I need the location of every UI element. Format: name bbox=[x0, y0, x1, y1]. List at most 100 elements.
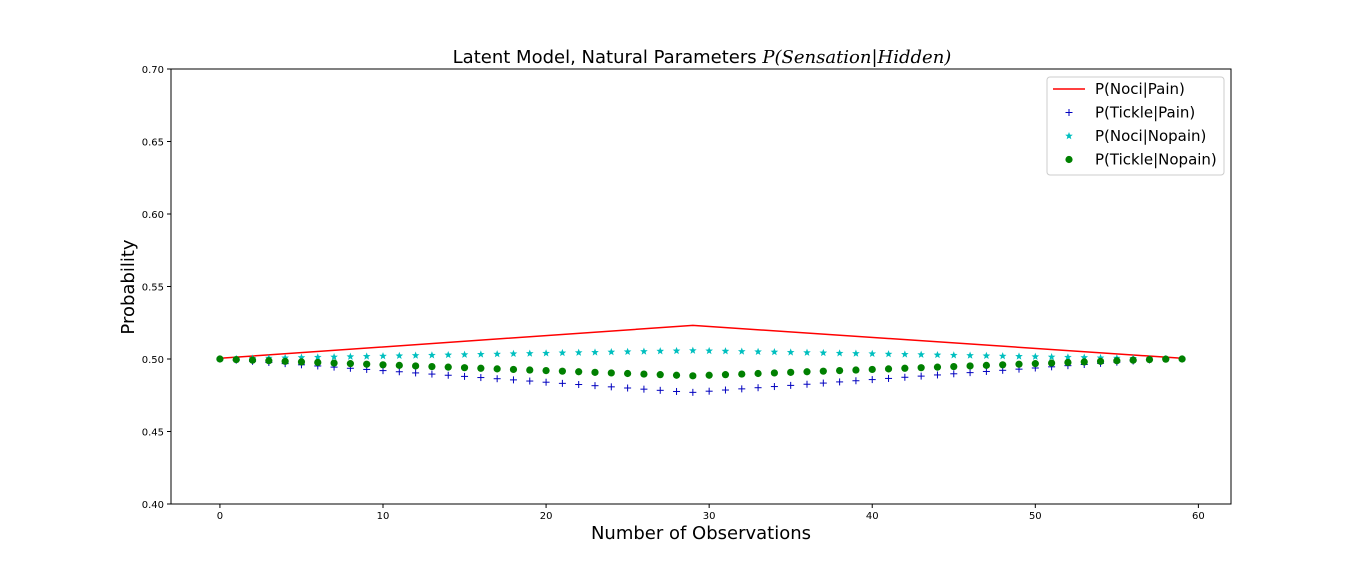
legend-label: P(Noci|Nopain) bbox=[1095, 127, 1206, 145]
data-point bbox=[574, 348, 583, 356]
data-point bbox=[656, 386, 664, 394]
data-point bbox=[575, 368, 583, 376]
data-point bbox=[330, 359, 338, 367]
chart-title: Latent Model, Natural Parameters P(Sensa… bbox=[453, 47, 952, 68]
legend: P(Noci|Pain) P(Tickle|Pain) P(Noci|Nopain)… bbox=[1046, 76, 1225, 176]
data-point bbox=[525, 349, 534, 357]
data-point bbox=[558, 379, 566, 387]
data-point bbox=[819, 379, 827, 387]
data-point bbox=[787, 381, 795, 389]
data-point bbox=[281, 353, 289, 362]
x-tick-label: 50 bbox=[1029, 511, 1042, 522]
x-tick-label: 20 bbox=[540, 511, 553, 522]
data-point bbox=[542, 349, 550, 357]
y-tick-label: 0.65 bbox=[142, 138, 164, 149]
data-point bbox=[868, 349, 877, 358]
data-point bbox=[787, 368, 795, 376]
data-point bbox=[444, 371, 452, 379]
data-point bbox=[786, 348, 795, 356]
data-point bbox=[885, 374, 893, 382]
legend-swatch bbox=[1065, 155, 1073, 164]
data-point bbox=[770, 348, 779, 356]
data-point bbox=[640, 385, 648, 393]
data-point bbox=[1080, 353, 1089, 361]
x-tick-label: 40 bbox=[866, 511, 879, 522]
data-point bbox=[623, 347, 632, 355]
data-point bbox=[852, 366, 860, 374]
data-point bbox=[591, 368, 599, 376]
data-point bbox=[770, 369, 778, 377]
data-point bbox=[868, 376, 876, 384]
legend-label: P(Tickle|Pain) bbox=[1095, 104, 1195, 122]
data-point bbox=[314, 358, 322, 367]
legend-entry-p-tickle-pain: P(Tickle|Pain) bbox=[1065, 104, 1195, 122]
data-point bbox=[1178, 355, 1186, 363]
data-point bbox=[460, 350, 469, 358]
data-point bbox=[542, 378, 550, 386]
data-point bbox=[982, 351, 991, 360]
legend-entry-p-tickle-nopain: P(Tickle|Nopain) bbox=[1065, 151, 1217, 169]
data-point bbox=[836, 367, 844, 375]
data-point bbox=[428, 362, 436, 371]
x-tick-label: 0 bbox=[217, 511, 223, 522]
data-point bbox=[526, 366, 534, 374]
data-point bbox=[460, 364, 469, 372]
data-point bbox=[689, 346, 697, 354]
data-point bbox=[852, 377, 860, 385]
data-point bbox=[477, 374, 485, 382]
data-point bbox=[542, 367, 550, 375]
data-point bbox=[966, 362, 974, 370]
data-point bbox=[607, 348, 616, 356]
data-point bbox=[297, 358, 306, 366]
data-point bbox=[395, 351, 404, 360]
x-tick-label: 10 bbox=[377, 511, 390, 522]
data-point bbox=[705, 346, 713, 355]
data-point bbox=[982, 367, 990, 375]
legend-frame bbox=[1046, 76, 1225, 176]
data-point bbox=[966, 351, 974, 359]
data-point bbox=[1064, 353, 1072, 361]
data-point bbox=[868, 365, 876, 374]
data-point bbox=[607, 369, 615, 377]
data-point bbox=[428, 351, 436, 359]
data-point bbox=[1129, 356, 1137, 364]
data-point bbox=[999, 361, 1007, 369]
y-axis-label: Probability bbox=[118, 239, 139, 334]
data-point bbox=[1031, 352, 1040, 360]
data-point bbox=[819, 367, 827, 375]
data-point bbox=[558, 367, 566, 375]
data-point bbox=[949, 351, 958, 359]
data-point bbox=[884, 365, 893, 373]
data-point bbox=[1145, 355, 1154, 364]
data-point bbox=[493, 375, 501, 383]
data-point bbox=[1113, 357, 1121, 365]
data-point bbox=[672, 371, 681, 379]
data-point bbox=[330, 352, 338, 361]
data-point bbox=[672, 346, 681, 355]
data-point bbox=[493, 365, 501, 373]
data-point bbox=[950, 362, 958, 371]
chart-title-prefix: Latent Model, Natural Parameters bbox=[453, 47, 763, 68]
data-point bbox=[770, 383, 778, 391]
data-point bbox=[705, 387, 713, 395]
data-point bbox=[982, 361, 990, 369]
data-point bbox=[412, 362, 420, 370]
data-point bbox=[1096, 357, 1105, 365]
data-point bbox=[721, 386, 729, 394]
data-point bbox=[607, 383, 615, 391]
data-point bbox=[265, 357, 273, 365]
data-point bbox=[1080, 358, 1088, 366]
data-point bbox=[216, 355, 224, 363]
y-tick-label: 0.60 bbox=[142, 210, 164, 221]
data-point bbox=[933, 350, 942, 359]
data-point bbox=[803, 368, 811, 376]
y-tick-label: 0.70 bbox=[142, 65, 164, 76]
series-p-tickle-nopain bbox=[216, 355, 1186, 380]
data-point bbox=[950, 370, 958, 378]
data-point bbox=[346, 360, 354, 368]
data-point bbox=[1048, 359, 1056, 367]
data-point bbox=[509, 365, 518, 374]
data-point bbox=[933, 371, 941, 379]
data-point bbox=[835, 349, 844, 357]
data-point bbox=[884, 350, 893, 358]
